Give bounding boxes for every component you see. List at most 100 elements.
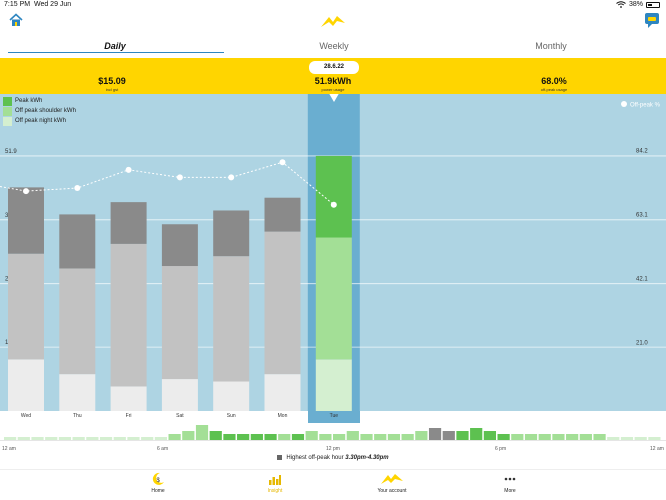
hour-tick-label: 6 am xyxy=(157,446,169,452)
hourly-bar xyxy=(305,431,318,440)
bar-mon-peak xyxy=(264,197,301,232)
legend-swatch xyxy=(3,106,12,116)
right-tick-label: 42.1 xyxy=(636,276,648,282)
hourly-bar xyxy=(360,434,373,440)
hourly-bar xyxy=(374,434,387,440)
legend-label: Peak kWh xyxy=(15,98,43,104)
daily-usage-chart: 13.025.938.951.921.042.163.184.2Off-peak… xyxy=(0,94,666,411)
tab-monthly[interactable]: Monthly xyxy=(535,41,567,51)
bar-sun-peak xyxy=(213,210,250,257)
off-peak-label: off-peak usage xyxy=(540,87,568,92)
wifi-icon xyxy=(616,1,626,8)
hourly-usage-strip xyxy=(0,423,666,447)
hourly-bar xyxy=(264,434,277,440)
period-tabs: Daily Weekly Monthly xyxy=(0,36,666,58)
cost-label: incl gst xyxy=(105,87,119,92)
bar-sat-night xyxy=(161,379,198,411)
bar-tue-night xyxy=(315,359,352,411)
hourly-bar xyxy=(168,434,181,440)
hourly-bar xyxy=(195,425,209,440)
hourly-bar xyxy=(620,437,634,440)
ellipsis-icon xyxy=(504,477,516,481)
bar-fri-peak xyxy=(110,202,147,244)
off-peak-value: 68.0% xyxy=(541,76,567,86)
hour-tick-label: 12 pm xyxy=(326,446,340,452)
hourly-bar xyxy=(538,434,551,440)
chart-legend: Peak kWh Off peak shoulder kWh Off peak … xyxy=(3,96,76,126)
bar-wed-shoulder xyxy=(8,253,44,360)
hourly-bar xyxy=(552,434,565,440)
hourly-bar xyxy=(442,431,455,440)
selected-date-pill: 28.6.22 xyxy=(309,61,359,74)
off-peak-point-mon xyxy=(279,159,286,166)
tab-weekly[interactable]: Weekly xyxy=(319,41,349,51)
right-tick-label: 84.2 xyxy=(636,149,648,155)
bar-mon-shoulder xyxy=(264,231,301,375)
hourly-bar xyxy=(86,437,99,440)
svg-text:$: $ xyxy=(157,478,161,484)
selected-date-pointer xyxy=(329,94,339,102)
hourly-bar xyxy=(291,434,305,440)
chart-canvas: 13.025.938.951.921.042.163.184.2Off-peak… xyxy=(0,94,666,411)
chat-icon[interactable] xyxy=(644,12,660,29)
off-peak-point-tue xyxy=(330,201,337,208)
legend-item-peak: Peak kWh xyxy=(3,96,76,106)
nav-more[interactable]: More xyxy=(470,470,550,494)
x-label-tue: Tue xyxy=(307,411,360,423)
x-label-wed: Wed xyxy=(20,413,32,419)
brand-logo-icon xyxy=(381,474,403,484)
hourly-bar xyxy=(333,434,346,440)
battery-icon xyxy=(646,1,660,8)
active-tab-underline xyxy=(8,52,224,53)
bar-wed-night xyxy=(8,359,44,411)
hourly-bar xyxy=(31,437,44,440)
hourly-bar xyxy=(99,437,113,440)
hour-tick-label: 6 pm xyxy=(495,446,507,452)
hourly-axis-labels: 12 am 6 am 12 pm 6 pm 12 am xyxy=(0,446,666,454)
off-peak-point-wed xyxy=(23,188,29,195)
hour-tick-label: 12 am xyxy=(2,446,16,452)
hourly-bar xyxy=(524,434,538,440)
hourly-bar xyxy=(278,434,291,440)
nav-insight[interactable]: Insight xyxy=(235,470,315,494)
legend-item-shoulder: Off peak shoulder kWh xyxy=(3,106,76,116)
off-peak-point-sat xyxy=(176,174,183,181)
cost-value: $15.09 xyxy=(98,76,126,86)
bar-fri-night xyxy=(110,386,147,411)
left-tick-label: 51.9 xyxy=(5,149,17,155)
nav-label: Your account xyxy=(377,488,407,494)
nav-label: More xyxy=(504,488,516,494)
tab-daily[interactable]: Daily xyxy=(104,41,126,51)
legend-swatch xyxy=(3,116,12,126)
legend-swatch xyxy=(3,96,12,106)
hourly-bar xyxy=(237,434,250,440)
bar-sun-night xyxy=(213,381,250,411)
hourly-bar xyxy=(566,434,579,440)
x-label-thu: Thu xyxy=(72,413,82,419)
hourly-bar xyxy=(4,437,17,440)
nav-your-account[interactable]: Your account xyxy=(352,470,432,494)
nav-label: Insight xyxy=(267,488,283,494)
hourly-bar xyxy=(497,434,510,440)
legend-label: Off peak shoulder kWh xyxy=(15,108,76,114)
dollar-moon-icon: $ xyxy=(152,472,164,485)
nav-home[interactable]: $ Home xyxy=(118,470,198,494)
hour-tick-label: 12 am xyxy=(650,446,664,452)
hourly-bar xyxy=(182,431,195,440)
right-tick-label: 63.1 xyxy=(636,213,648,219)
app-header xyxy=(0,10,666,36)
hourly-bar xyxy=(72,437,85,440)
home-icon[interactable] xyxy=(8,12,24,28)
hourly-bar xyxy=(648,437,661,440)
bar-thu-peak xyxy=(59,214,96,269)
hourly-bar xyxy=(456,431,469,440)
right-tick-label: 21.0 xyxy=(636,340,648,346)
note-swatch xyxy=(277,455,283,460)
hourly-bar xyxy=(113,437,126,440)
hourly-bar xyxy=(428,428,442,440)
hourly-bar xyxy=(483,431,496,440)
legend-item-night: Off peak night kWh xyxy=(3,116,76,126)
hourly-bar xyxy=(17,437,30,440)
off-peak-point-sun xyxy=(228,174,235,181)
